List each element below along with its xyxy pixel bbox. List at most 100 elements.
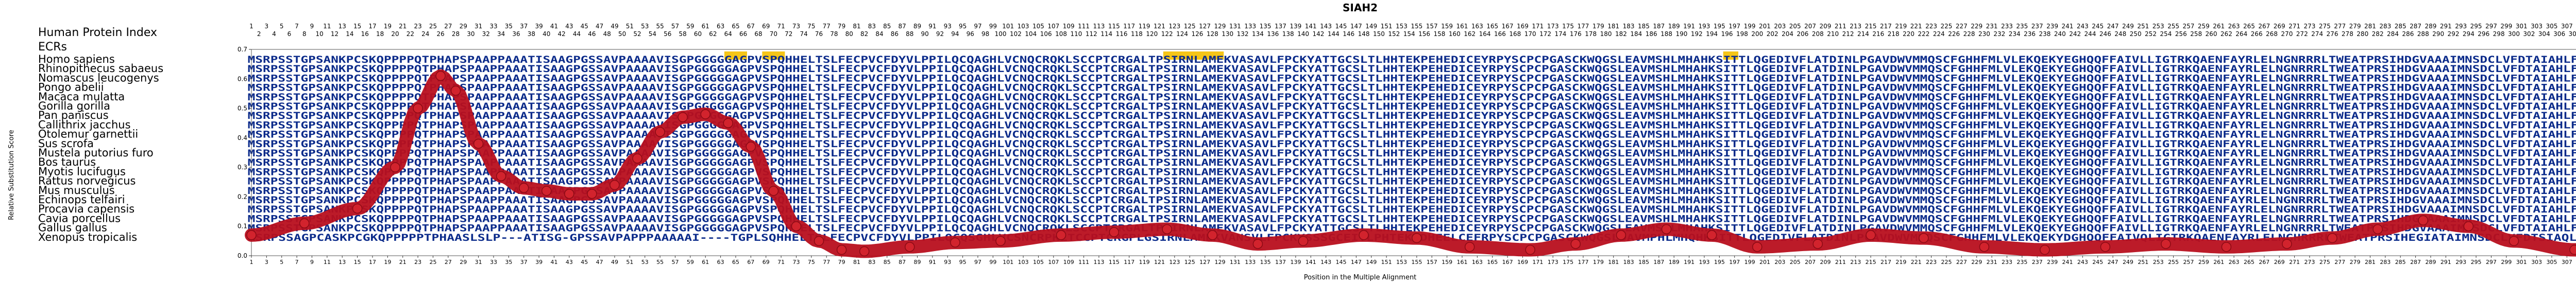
index-number: 190 — [1675, 30, 1687, 38]
alignment-row: MSRPSSTGPSANKPCSKQPPPPQTPHAPSPAAPPAAATIS… — [248, 129, 2576, 140]
index-number: 237 — [2031, 23, 2043, 30]
index-number: 254 — [2160, 30, 2172, 38]
index-number: 69 — [762, 23, 770, 30]
x-tick-label: 107 — [1048, 259, 1059, 266]
index-number: 269 — [2274, 23, 2285, 30]
index-number: 89 — [913, 23, 921, 30]
index-number: 282 — [2372, 30, 2384, 38]
index-number: 291 — [2440, 23, 2452, 30]
score-point — [2100, 242, 2111, 252]
index-number: 157 — [1426, 23, 1438, 30]
x-tick-label: 23 — [414, 259, 421, 266]
index-number: 137 — [1275, 23, 1286, 30]
index-number: 273 — [2303, 23, 2315, 30]
index-number: 192 — [1691, 30, 1703, 38]
index-number: 293 — [2455, 23, 2467, 30]
index-number: 114 — [1100, 30, 1112, 38]
x-tick-label: 87 — [899, 259, 906, 266]
index-number: 94 — [951, 30, 959, 38]
x-tick-label: 1 — [250, 259, 253, 266]
score-point — [435, 70, 446, 81]
index-number: 108 — [1055, 30, 1067, 38]
score-point — [390, 162, 400, 172]
index-number: 9 — [310, 23, 314, 30]
index-number: 174 — [1554, 30, 1566, 38]
index-number: 280 — [2357, 30, 2368, 38]
index-number: 297 — [2485, 23, 2497, 30]
index-number: 286 — [2402, 30, 2414, 38]
index-number: 126 — [1191, 30, 1203, 38]
index-number: 308 — [2569, 30, 2576, 38]
x-tick-label: 121 — [1154, 259, 1165, 266]
index-number: 55 — [656, 23, 664, 30]
index-number: 27 — [444, 23, 452, 30]
index-number: 110 — [1070, 30, 1082, 38]
index-number: 303 — [2531, 23, 2543, 30]
index-number: 167 — [1502, 23, 1514, 30]
y-axis: 0.0 0.1 0.2 0.3 0.4 0.5 0.6 0.7 — [238, 46, 2576, 259]
score-point — [2040, 244, 2050, 255]
x-tick-label: 61 — [702, 259, 709, 266]
index-number: 144 — [1328, 30, 1340, 38]
index-number: 21 — [399, 23, 406, 30]
y-tick-label: 0.2 — [238, 193, 247, 200]
index-number: 50 — [618, 30, 626, 38]
x-tick-label: 85 — [884, 259, 891, 266]
y-tick-label: 0.6 — [238, 75, 247, 82]
index-number: 146 — [1343, 30, 1354, 38]
index-number: 168 — [1509, 30, 1521, 38]
index-number: 154 — [1403, 30, 1415, 38]
x-tick-label: 151 — [1381, 259, 1392, 266]
index-number: 296 — [2478, 30, 2489, 38]
score-point — [1207, 230, 1218, 240]
x-tick-label: 65 — [732, 259, 739, 266]
index-number: 111 — [1078, 23, 1090, 30]
x-tick-label: 179 — [1593, 259, 1604, 266]
index-number: 103 — [1018, 23, 1029, 30]
index-number: 239 — [2046, 23, 2058, 30]
x-tick-label: 225 — [1941, 259, 1952, 266]
x-tick-label: 173 — [1548, 259, 1558, 266]
score-point — [518, 183, 529, 193]
x-tick-label: 57 — [671, 259, 679, 266]
score-point — [1706, 230, 1717, 240]
index-number: 276 — [2327, 30, 2338, 38]
index-number: 189 — [1668, 23, 1680, 30]
index-number: 222 — [1918, 30, 1929, 38]
index-number: 197 — [1728, 23, 1740, 30]
index-number: 304 — [2538, 30, 2550, 38]
index-number: 24 — [421, 30, 429, 38]
index-number: 120 — [1146, 30, 1158, 38]
x-tick-label: 17 — [369, 259, 376, 266]
score-point — [2569, 244, 2576, 255]
score-point — [2327, 233, 2337, 243]
index-number: 178 — [1585, 30, 1597, 38]
x-tick-label: 47 — [596, 259, 603, 266]
index-number: 147 — [1350, 23, 1362, 30]
score-point — [587, 188, 597, 199]
index-number: 122 — [1161, 30, 1173, 38]
index-number: 23 — [414, 23, 421, 30]
x-tick-label: 181 — [1608, 259, 1619, 266]
ecr-region — [762, 51, 785, 60]
index-number: 207 — [1804, 23, 1816, 30]
index-number: 244 — [2084, 30, 2096, 38]
index-number: 288 — [2417, 30, 2429, 38]
x-tick-label: 217 — [1880, 259, 1891, 266]
index-number: 38 — [528, 30, 535, 38]
x-tick-label: 253 — [2153, 259, 2164, 266]
index-number: 258 — [2190, 30, 2202, 38]
index-number: 218 — [1888, 30, 1900, 38]
index-number: 37 — [520, 23, 528, 30]
x-tick-label: 297 — [2486, 259, 2497, 266]
index-number: 212 — [1842, 30, 1854, 38]
index-number: 233 — [2001, 23, 2013, 30]
x-tick-label: 271 — [2289, 259, 2300, 266]
index-number: 289 — [2425, 23, 2436, 30]
index-number: 109 — [1063, 23, 1075, 30]
score-point — [413, 103, 423, 114]
index-number: 193 — [1699, 23, 1710, 30]
x-tick-label: 267 — [2259, 259, 2269, 266]
index-number: 261 — [2213, 23, 2225, 30]
score-point — [859, 246, 870, 257]
